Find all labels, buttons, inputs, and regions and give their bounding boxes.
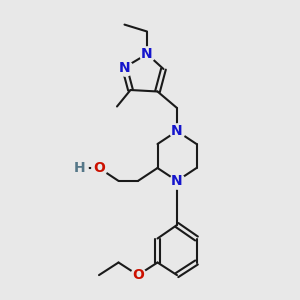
- Text: N: N: [171, 174, 183, 188]
- Text: N: N: [141, 47, 153, 61]
- Text: N: N: [119, 61, 130, 74]
- Text: H: H: [74, 161, 85, 175]
- Text: O: O: [132, 268, 144, 282]
- Text: O: O: [93, 161, 105, 175]
- Text: N: N: [171, 124, 183, 138]
